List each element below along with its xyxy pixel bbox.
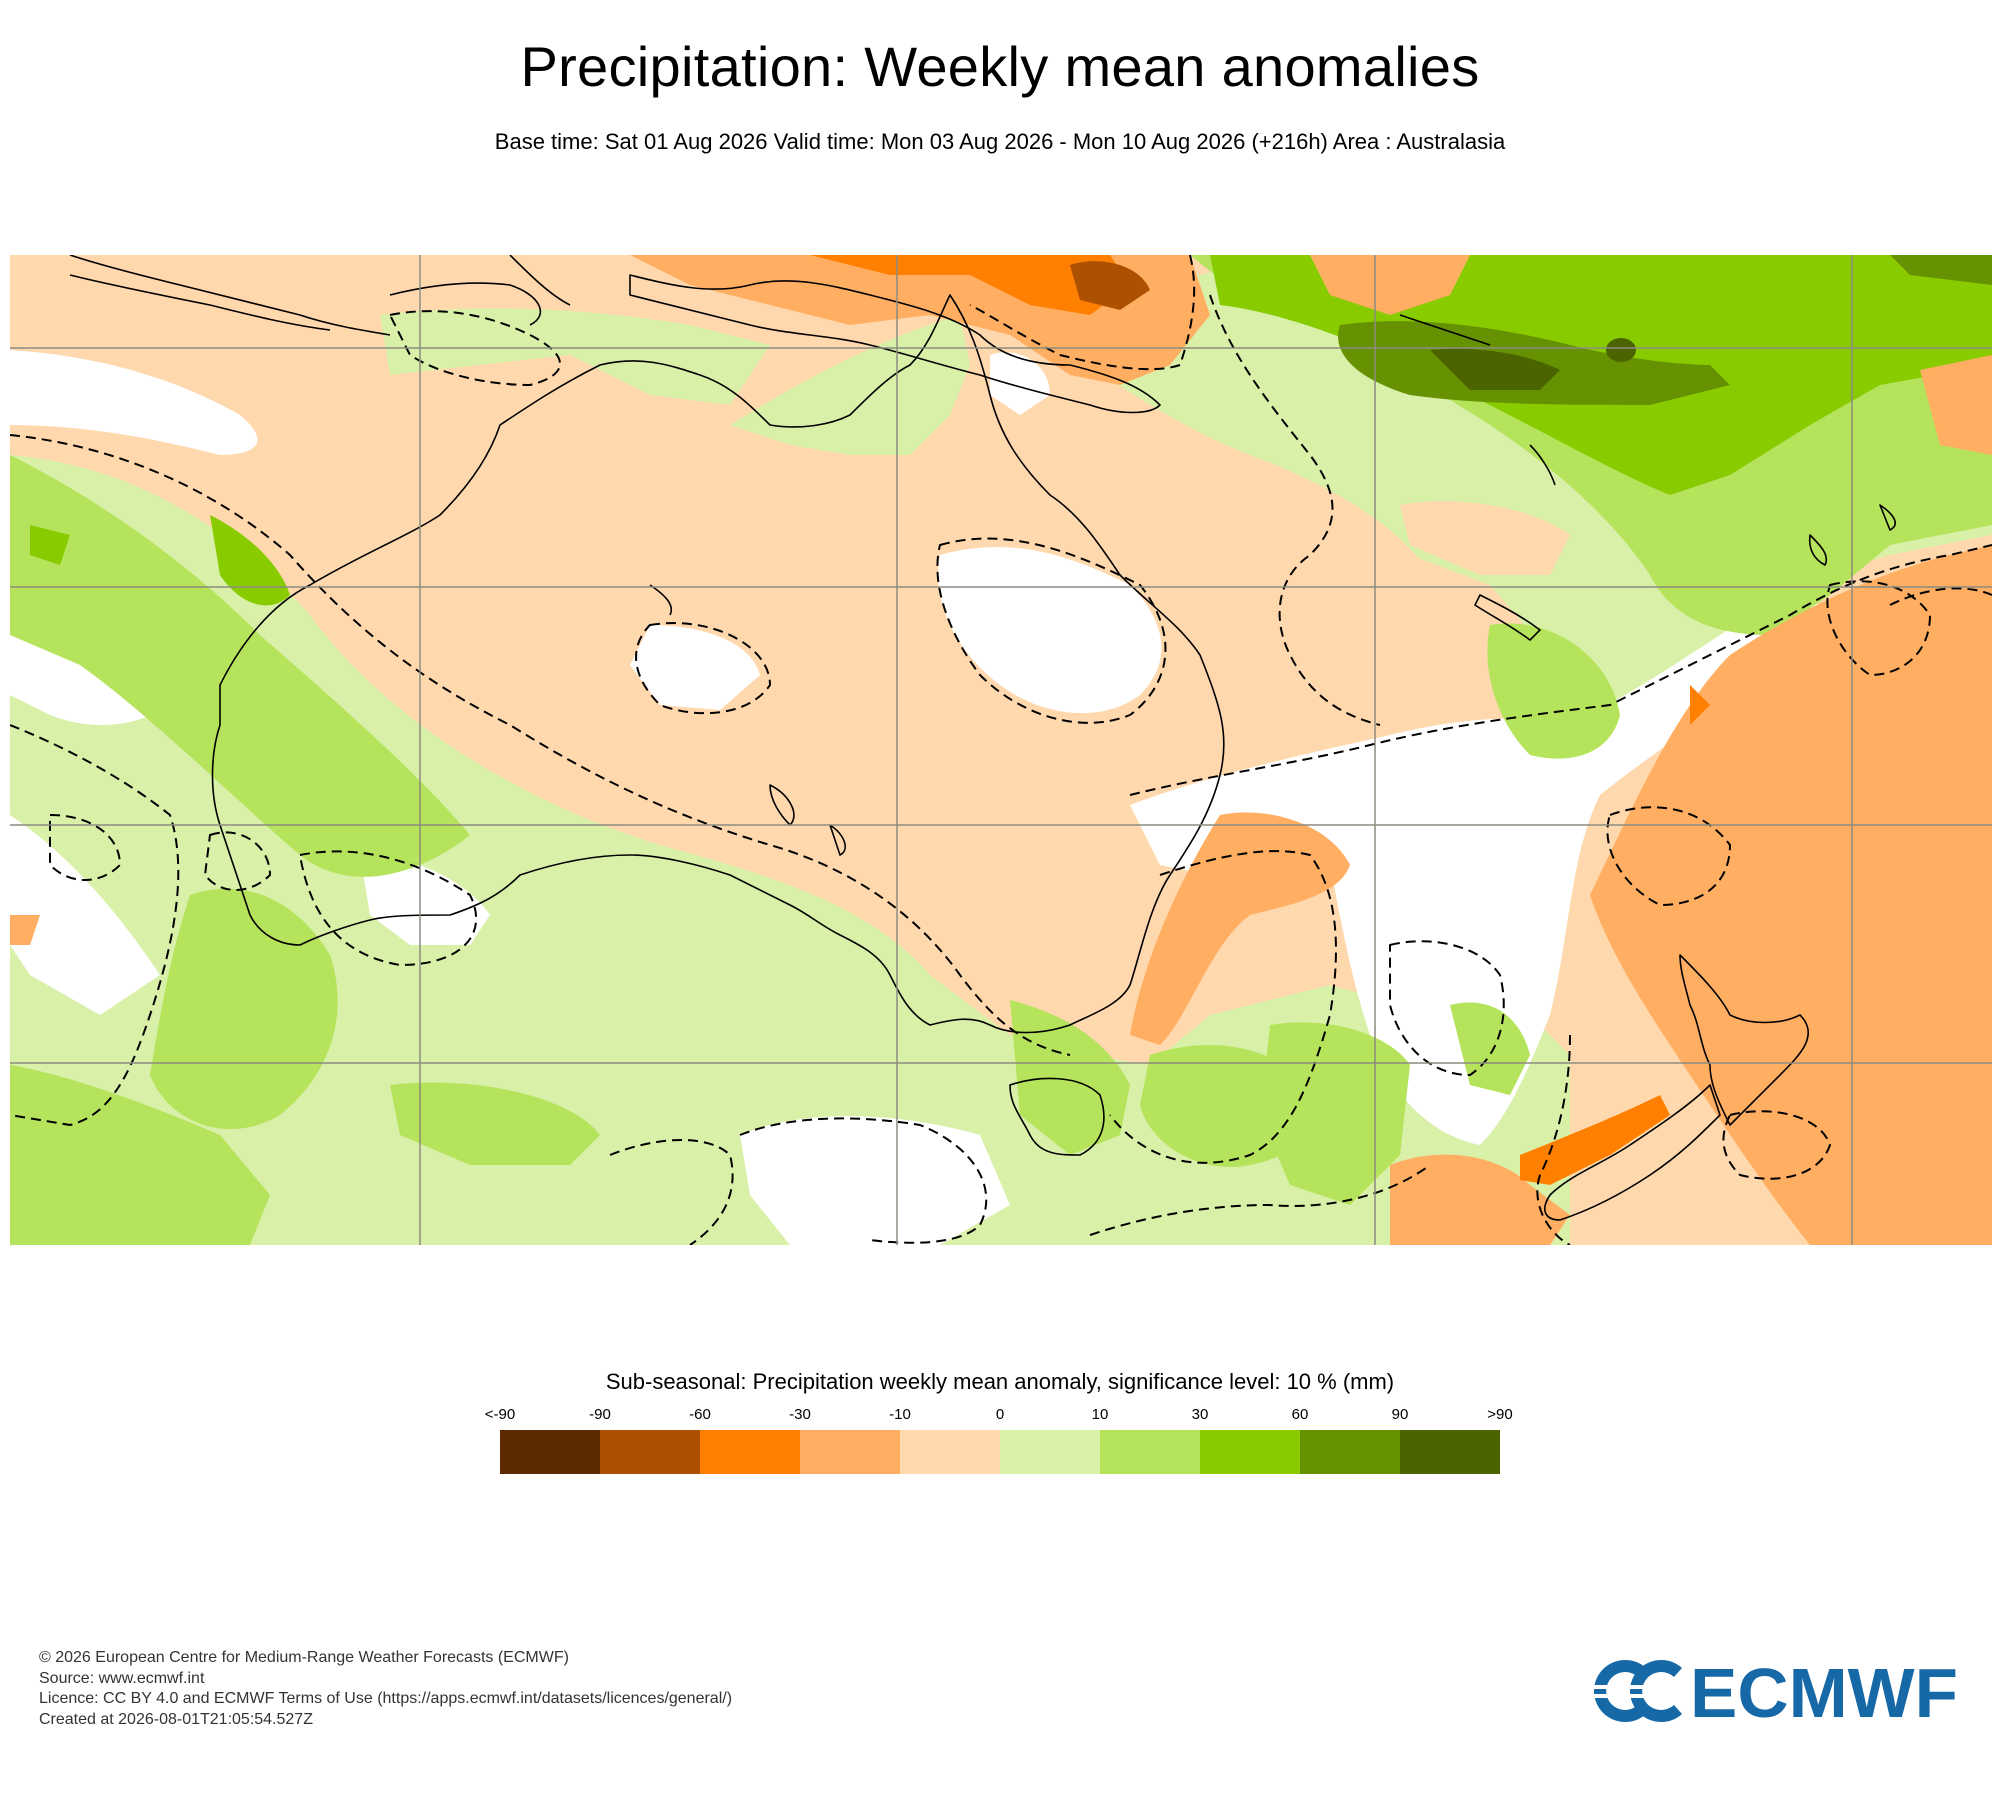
tasmania-coastline <box>1009 1077 1105 1156</box>
legend-tick-label: >90 <box>1487 1406 1513 1423</box>
ecmwf-logo-mark <box>1592 1659 1682 1723</box>
legend-tick-label: -90 <box>589 1406 611 1423</box>
legend-tick-label: -10 <box>889 1406 911 1423</box>
legend-swatch <box>1000 1430 1100 1474</box>
legend-swatch <box>1300 1430 1400 1474</box>
neutral-regions <box>10 350 1992 1245</box>
legend-swatch <box>1100 1430 1200 1474</box>
nz-north-coastline <box>1679 954 1810 1126</box>
ecmwf-logo: ECMWF <box>1590 1654 1962 1732</box>
chart-subtitle: Base time: Sat 01 Aug 2026 Valid time: M… <box>494 129 1506 154</box>
legend-swatch <box>900 1430 1000 1474</box>
australia-coastline <box>211 294 1225 1034</box>
footer-line: Source: www.ecmwf.int <box>39 1669 205 1687</box>
lat-lon-grid <box>10 255 1992 1245</box>
footer-line: © 2026 European Centre for Medium-Range … <box>39 1649 569 1666</box>
legend-tick-labels: <-90 -90 -60 -30 -10 0 10 30 60 90 >90 <box>485 1406 1513 1426</box>
legend-tick-label: <-90 <box>484 1406 516 1423</box>
coastlines <box>69 255 1896 1221</box>
footer-credits: © 2026 European Centre for Medium-Range … <box>39 1648 732 1730</box>
legend-tick-label: -30 <box>789 1406 811 1423</box>
legend-tick-label: 30 <box>1191 1406 1209 1423</box>
chart-title: Precipitation: Weekly mean anomalies <box>520 35 1480 98</box>
new-guinea-coastline <box>629 274 1161 414</box>
legend-color-bar <box>500 1430 1500 1474</box>
anomaly-map <box>10 255 1992 1245</box>
ecmwf-logo-text: ECMWF <box>1690 1656 1958 1726</box>
anomaly-minus60-minus90-regions <box>1070 261 1150 310</box>
legend-title: Sub-seasonal: Precipitation weekly mean … <box>605 1369 1395 1394</box>
legend-swatch <box>800 1430 900 1474</box>
legend-swatch <box>1400 1430 1500 1474</box>
legend-tick-label: 90 <box>1391 1406 1409 1423</box>
legend-tick-label: 10 <box>1091 1406 1109 1423</box>
legend-tick-label: 60 <box>1291 1406 1309 1423</box>
significance-contours <box>10 255 1992 1245</box>
footer-line: Created at 2026-08-01T21:05:54.527Z <box>39 1710 313 1728</box>
legend-tick-label: -60 <box>689 1406 711 1423</box>
anomaly-minus30-minus60-regions <box>810 255 1710 1185</box>
anomaly-over-90-regions <box>1430 338 1636 390</box>
legend-tick-label: 0 <box>995 1406 1005 1423</box>
nz-south-coastline <box>1544 1084 1721 1221</box>
legend-swatch <box>700 1430 800 1474</box>
legend-swatch <box>500 1430 600 1474</box>
legend-swatch <box>600 1430 700 1474</box>
footer-line: Licence: CC BY 4.0 and ECMWF Terms of Us… <box>39 1690 733 1707</box>
legend-swatch <box>1200 1430 1300 1474</box>
